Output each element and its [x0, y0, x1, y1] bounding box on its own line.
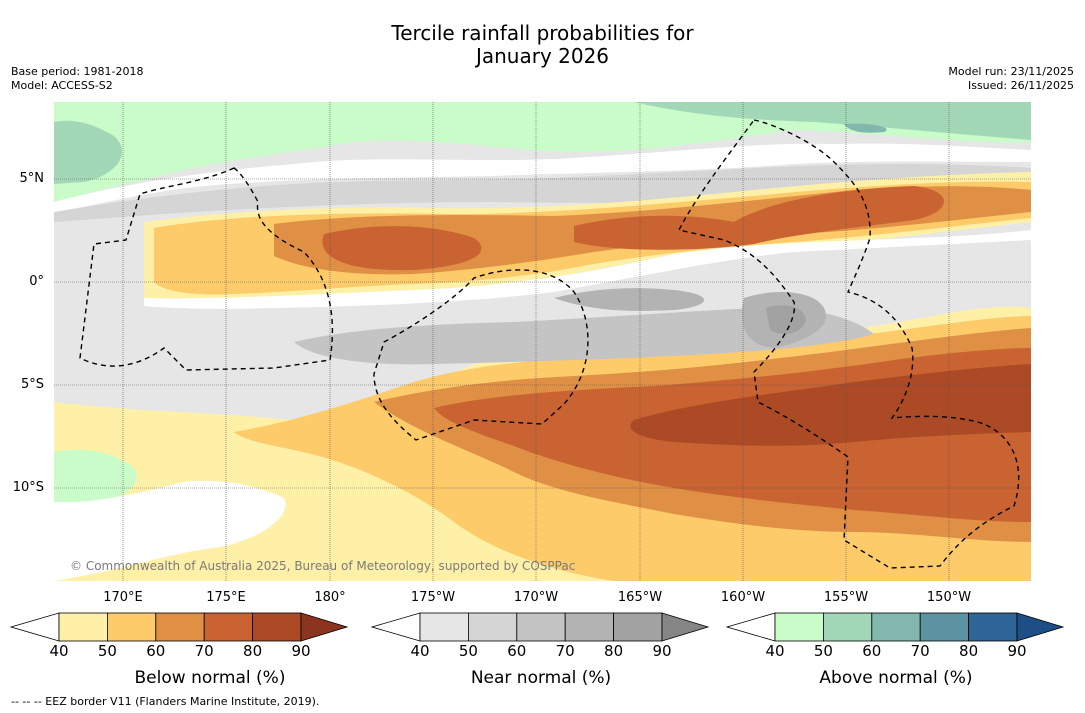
colorbar-segment — [823, 612, 873, 642]
above-normal-north-60-region — [844, 123, 887, 133]
colorbar-segment — [871, 612, 921, 642]
colorbar-tick-label: 50 — [97, 642, 117, 660]
below-normal-south-80-region — [630, 364, 1031, 446]
colorbar-title-near: Near normal (%) — [470, 668, 612, 688]
colorbar-tick-label: 40 — [49, 642, 69, 660]
colorbar-tick-label: 50 — [813, 642, 833, 660]
colorbar-tick-label: 60 — [862, 642, 882, 660]
colorbar-extend-max — [300, 612, 349, 642]
colorbar-segment — [419, 612, 469, 642]
base-period-info: Base period: 1981-2018 Model: ACCESS-S2 — [11, 65, 143, 93]
colorbar-tick-label: 40 — [765, 642, 785, 660]
colorbar-tick-label: 90 — [652, 642, 672, 660]
eez-legend-footer: -- -- -- EEZ border V11 (Flanders Marine… — [11, 695, 320, 708]
lon-label-180: 180° — [314, 590, 346, 605]
lat-label-0: 0° — [29, 274, 44, 289]
eez-border-west — [79, 167, 334, 371]
eez-borders — [79, 119, 1020, 569]
lon-label-155w: 155°W — [823, 590, 869, 605]
colorbar-tick-label: 60 — [146, 642, 166, 660]
colorbar-segment — [203, 612, 253, 642]
lat-label-5n: 5°N — [19, 171, 45, 186]
above-normal-south-region — [54, 449, 137, 503]
model-run-label: Model run: 23/11/2025 — [948, 65, 1074, 78]
near-normal-60-region — [294, 307, 874, 365]
colorbar-tick-label: 70 — [194, 642, 214, 660]
lat-label-10s: 10°S — [12, 480, 44, 495]
colorbar-below-normal — [9, 612, 349, 642]
eez-border-east — [677, 119, 1020, 569]
neutral-white-strip-equator — [144, 230, 1031, 309]
above-normal-north-region — [54, 102, 1031, 202]
colorbar-extend-max — [1016, 612, 1065, 642]
colorbar-segment — [774, 612, 824, 642]
colorbar-above-normal — [725, 612, 1065, 642]
colorbar-segment — [516, 612, 566, 642]
issued-label: Issued: 26/11/2025 — [967, 79, 1074, 92]
near-normal-north-band — [54, 164, 1031, 222]
colorbar-tick-label: 80 — [243, 642, 263, 660]
colorbars — [9, 612, 1065, 642]
near-normal-70-region — [554, 288, 826, 348]
lon-label-170w: 170°W — [513, 590, 559, 605]
colorbar-tick-label: 80 — [959, 642, 979, 660]
chart-title: Tercile rainfall probabilities for Janua… — [0, 22, 1085, 68]
above-normal-north-50-region — [54, 120, 123, 184]
colorbar-title-above: Above normal (%) — [819, 668, 973, 688]
colorbar-tick-label: 90 — [291, 642, 311, 660]
below-normal-north-70-region — [322, 186, 944, 271]
white-south-west-patch — [54, 480, 286, 581]
colorbar-extend-min — [725, 612, 776, 642]
colorbar-tick-label: 90 — [1007, 642, 1027, 660]
lon-label-175e: 175°E — [206, 590, 246, 605]
colorbar-near-normal — [370, 612, 710, 642]
gridlines — [54, 102, 1031, 581]
lon-label-150w: 150°W — [926, 590, 972, 605]
lon-label-165w: 165°W — [617, 590, 663, 605]
lon-label-170e: 170°E — [103, 590, 143, 605]
above-normal-north-50-region-2 — [634, 102, 1031, 140]
colorbar-segment — [564, 612, 615, 642]
copyright-text: © Commonwealth of Australia 2025, Bureau… — [70, 559, 575, 573]
lon-label-160w: 160°W — [720, 590, 766, 605]
eez-border-central — [373, 269, 589, 441]
colorbar-title-below: Below normal (%) — [134, 668, 286, 688]
colorbar-tick-label: 40 — [410, 642, 430, 660]
colorbar-segment — [467, 612, 518, 642]
colorbar-tick-label: 70 — [910, 642, 930, 660]
colorbar-extend-max — [661, 612, 710, 642]
title-line-2: January 2026 — [475, 44, 610, 68]
model-run-info: Model run: 23/11/2025 Issued: 26/11/2025 — [948, 65, 1074, 93]
colorbar-segment — [58, 612, 108, 642]
title-line-1: Tercile rainfall probabilities for — [391, 21, 694, 45]
near-normal-80-region — [766, 305, 806, 335]
colorbar-tick-label: 60 — [507, 642, 527, 660]
colorbar-segment — [613, 612, 663, 642]
colorbar-extend-min — [370, 612, 421, 642]
colorbar-segment — [919, 612, 970, 642]
colorbar-tick-label: 70 — [555, 642, 575, 660]
colorbar-segment — [107, 612, 157, 642]
colorbar-segment — [968, 612, 1018, 642]
colorbar-extend-min — [9, 612, 60, 642]
colorbar-tick-label: 50 — [458, 642, 478, 660]
colorbar-tick-label: 80 — [604, 642, 624, 660]
colorbar-segment — [155, 612, 205, 642]
probability-map[interactable]: © Commonwealth of Australia 2025, Bureau… — [54, 102, 1031, 581]
neutral-white-strip-north — [54, 143, 1031, 212]
base-period-label: Base period: 1981-2018 — [11, 65, 144, 78]
lon-label-175w: 175°W — [410, 590, 456, 605]
lat-label-5s: 5°S — [20, 377, 44, 392]
model-label: Model: ACCESS-S2 — [11, 79, 113, 92]
colorbar-segment — [252, 612, 302, 642]
